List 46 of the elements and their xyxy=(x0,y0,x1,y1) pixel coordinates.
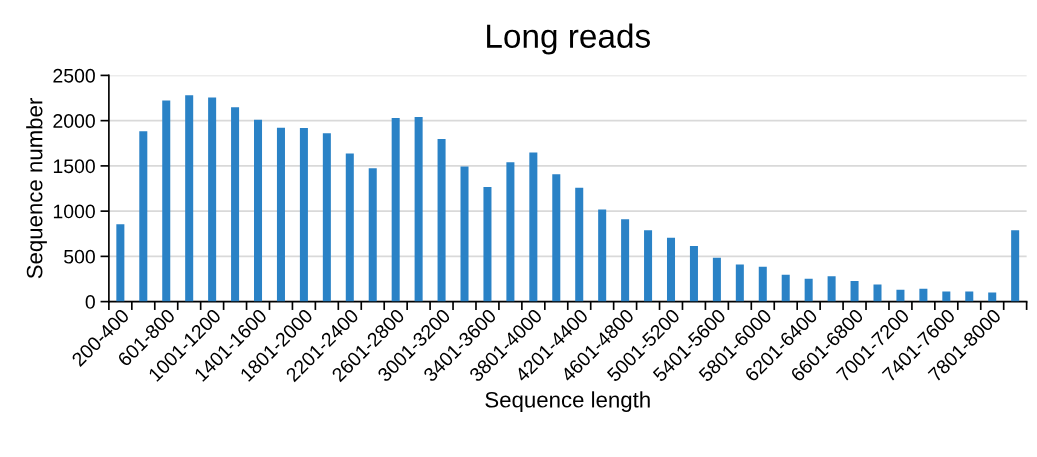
bar xyxy=(827,276,836,302)
bar xyxy=(506,162,515,302)
bar xyxy=(391,117,400,302)
bar xyxy=(414,117,423,302)
bar xyxy=(322,133,331,302)
bar xyxy=(483,186,492,302)
y-tick-label: 1000 xyxy=(53,204,95,219)
bar xyxy=(162,100,171,302)
y-tick-label: 2000 xyxy=(53,114,95,128)
bar xyxy=(208,97,217,302)
bar xyxy=(529,152,538,302)
bar xyxy=(231,107,240,302)
y-tick-label: 2500 xyxy=(53,68,95,83)
bar xyxy=(437,139,446,302)
bar xyxy=(575,187,584,302)
bar xyxy=(1011,230,1020,302)
bar xyxy=(552,174,561,302)
bar xyxy=(185,95,194,302)
x-axis-title: Sequence length xyxy=(485,391,650,413)
y-axis-title: Sequence number xyxy=(26,98,47,279)
bar xyxy=(254,119,263,302)
bar xyxy=(758,266,767,302)
bar xyxy=(689,245,698,302)
chart-title: Long reads xyxy=(487,23,650,55)
bar xyxy=(712,257,721,302)
bar xyxy=(850,280,859,302)
bar xyxy=(598,209,607,302)
y-tick-label: 500 xyxy=(64,249,95,264)
y-tick-label: 0 xyxy=(85,295,95,309)
bar xyxy=(781,274,790,302)
bar xyxy=(299,128,308,302)
bar xyxy=(368,168,377,302)
y-tick-label: 1500 xyxy=(53,159,95,174)
bar xyxy=(919,288,928,302)
bar xyxy=(621,219,630,302)
bar xyxy=(345,153,354,302)
bar xyxy=(666,237,676,302)
bar xyxy=(804,278,813,302)
bar xyxy=(735,264,744,302)
bar xyxy=(873,284,882,302)
bar xyxy=(276,127,285,302)
bar xyxy=(116,224,125,302)
bar xyxy=(460,166,469,302)
bar xyxy=(644,230,653,302)
bar xyxy=(896,289,905,302)
bar xyxy=(139,131,148,302)
